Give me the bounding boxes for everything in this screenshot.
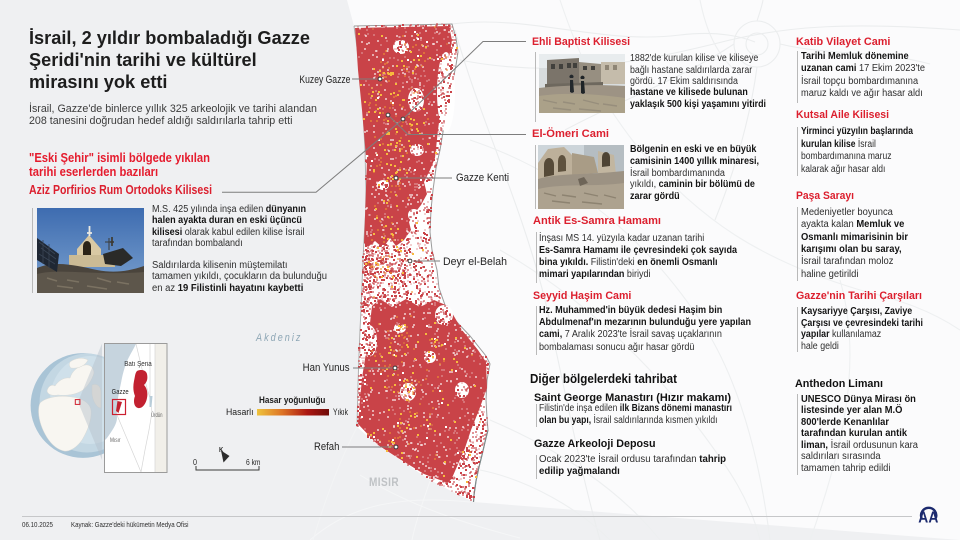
svg-text:A: A [918,509,928,526]
svg-text:A: A [928,509,938,526]
